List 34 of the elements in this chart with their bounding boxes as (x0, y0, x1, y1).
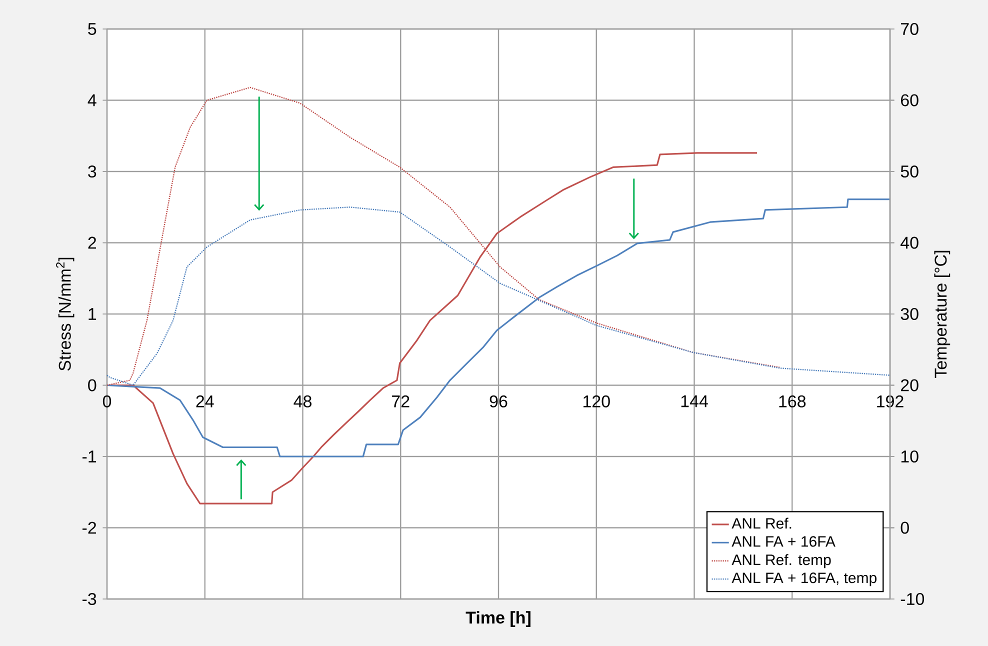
y2-tick-label: 50 (900, 165, 918, 178)
x-tick-label: 120 (584, 395, 610, 408)
y2-tick-label: 20 (901, 379, 918, 392)
y-tick-label: -1 (82, 450, 96, 462)
x-tick-label: 96 (490, 395, 508, 408)
y2-tick-label: 60 (901, 94, 918, 106)
legend-label: ANL Ref. temp (732, 554, 831, 568)
y-tick-label: 4 (88, 94, 96, 106)
y2-tick-label: -10 (900, 592, 924, 606)
x-tick-label: 168 (779, 395, 806, 408)
y2-tick-label: 10 (901, 450, 918, 463)
x-tick-label: 24 (196, 395, 214, 408)
x-tick-label: 144 (681, 395, 708, 408)
y-axis-title: Stress [N/mm$^{2}$] (56, 258, 74, 371)
y-tick-label: -3 (82, 592, 96, 606)
x-tick-label: 72 (392, 395, 410, 408)
y-tick-label: 0 (88, 379, 96, 392)
legend-label: ANL FA + 16FA (732, 536, 836, 547)
y-tick-label: 5 (88, 23, 96, 35)
y-tick-label: -2 (82, 522, 96, 534)
x-axis-title: Time [h] (466, 611, 530, 627)
y2-tick-label: 30 (900, 308, 918, 320)
x-tick-label: 48 (294, 395, 312, 408)
y2-tick-label: 70 (901, 22, 918, 36)
x-tick-label: 192 (877, 395, 904, 408)
legend-label: ANL FA + 16FA, temp (732, 572, 877, 586)
y2-tick-label: 40 (900, 236, 918, 249)
y-tick-label: 3 (88, 165, 96, 178)
legend-label: ANL Ref. (732, 518, 792, 529)
y2-tick-label: 0 (900, 522, 909, 534)
y-tick-label: 2 (88, 236, 96, 249)
x-tick-label: 0 (102, 395, 112, 408)
y2-axis-title: Temperature [°C] (934, 250, 950, 378)
y-tick-label: 1 (88, 308, 96, 320)
